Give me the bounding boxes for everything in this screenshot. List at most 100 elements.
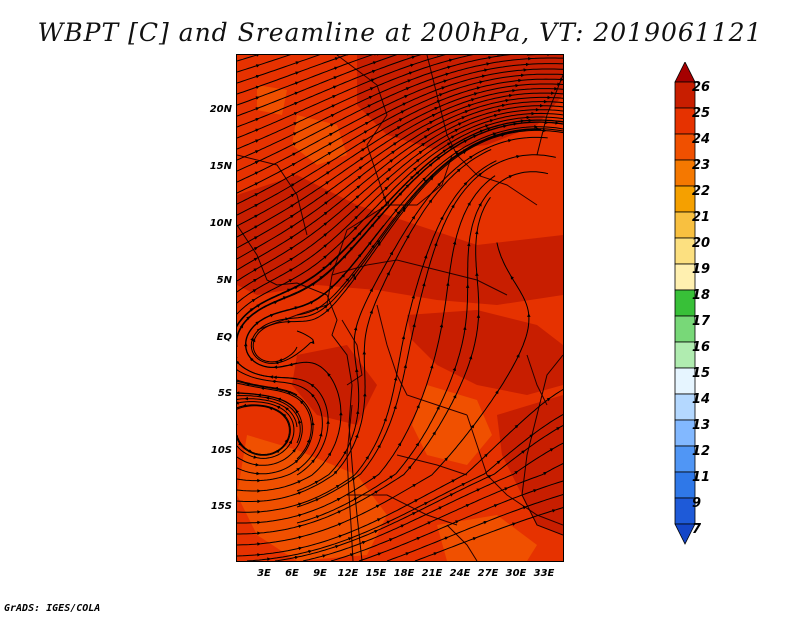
streamline-arrow	[278, 358, 283, 362]
streamline-arrow	[298, 419, 302, 424]
streamline-arrow	[282, 296, 287, 300]
streamline-arrow	[387, 167, 392, 172]
streamline-arrow	[257, 553, 261, 557]
streamline-arrow	[495, 390, 499, 395]
streamline-arrow	[366, 113, 371, 117]
streamline-arrow	[329, 132, 334, 137]
colorbar-label: 24	[692, 132, 711, 147]
streamline	[296, 128, 563, 316]
streamline-arrow	[349, 553, 354, 557]
streamline-arrow	[422, 177, 426, 181]
streamline-arrow	[416, 158, 420, 163]
streamline-arrow	[246, 316, 250, 320]
streamline-arrow	[249, 357, 254, 362]
streamline-arrow	[452, 367, 456, 371]
streamline-arrow	[483, 521, 488, 525]
streamline-arrow	[254, 204, 259, 208]
streamline-arrow	[254, 182, 259, 186]
streamline	[237, 405, 290, 456]
streamline-arrow	[391, 150, 396, 155]
streamline-arrow	[462, 150, 467, 155]
streamline-arrow	[282, 413, 287, 418]
credit-text: GrADS: IGES/COLA	[4, 603, 101, 614]
streamline-arrow	[294, 102, 299, 106]
streamline-arrow	[298, 524, 303, 528]
streamline-arrow	[464, 110, 469, 114]
streamline-arrow	[294, 306, 299, 310]
colorbar-arrow-bottom	[674, 523, 696, 545]
streamline-arrow	[374, 55, 376, 56]
colorbar-label: 16	[692, 340, 711, 355]
streamline-arrow	[315, 307, 320, 311]
streamline-arrow	[363, 392, 367, 397]
streamline-arrow	[429, 174, 434, 179]
streamline-arrow	[351, 477, 356, 481]
streamline-arrow	[339, 411, 343, 416]
streamline-arrow	[533, 489, 538, 493]
streamline-arrow	[256, 304, 261, 308]
lon-label: 3E	[257, 568, 271, 579]
streamline-arrow	[493, 134, 498, 138]
streamline-arrow	[475, 272, 479, 276]
streamline-arrow	[237, 391, 240, 395]
streamline-arrow	[341, 273, 346, 278]
streamline-arrow	[252, 289, 257, 293]
streamline-arrow	[289, 246, 294, 251]
streamline-arrow	[444, 457, 448, 461]
streamline-arrow	[429, 176, 434, 181]
streamline	[237, 401, 295, 459]
streamline	[330, 463, 563, 561]
streamline-arrow	[293, 122, 298, 126]
streamline-arrow	[416, 404, 420, 409]
streamline	[237, 379, 298, 396]
streamline-arrow	[287, 320, 292, 324]
streamline-arrow	[356, 185, 361, 189]
streamline-arrow	[394, 208, 398, 213]
streamline-arrow	[371, 69, 376, 74]
streamline-arrow	[257, 478, 261, 483]
streamline-arrow	[311, 393, 315, 398]
streamline-arrow	[410, 175, 414, 180]
streamline-arrow	[487, 475, 492, 479]
streamline-arrow	[376, 239, 381, 244]
streamline-arrow	[257, 499, 261, 504]
streamline-arrow	[314, 480, 319, 485]
streamline-arrow	[510, 275, 514, 280]
streamline-arrow	[253, 278, 258, 283]
streamline-arrow	[492, 132, 497, 136]
streamline-arrow	[323, 304, 328, 309]
streamline-arrow	[260, 386, 265, 390]
streamline-arrow	[400, 110, 405, 114]
streamline-arrow	[554, 87, 558, 91]
streamline-arrow	[357, 175, 362, 180]
streamline-arrow	[374, 490, 379, 494]
streamline-arrow	[467, 242, 471, 247]
streamline-arrow	[291, 163, 296, 167]
streamline-arrow	[389, 251, 393, 256]
streamline-arrow	[413, 167, 418, 171]
streamline-arrow	[349, 246, 354, 251]
streamline-arrow	[439, 323, 444, 328]
streamline-arrow	[512, 522, 517, 526]
lat-label: 5S	[217, 388, 232, 399]
streamline-arrow	[255, 139, 260, 143]
streamline-arrow	[476, 314, 481, 318]
streamline	[237, 380, 314, 475]
streamline-arrow	[458, 122, 462, 126]
streamline-arrow	[555, 121, 560, 125]
streamline-arrow	[438, 506, 443, 510]
streamline-arrow	[254, 161, 259, 165]
streamline-arrow	[368, 96, 373, 100]
lon-label: 24E	[449, 568, 471, 579]
streamline	[237, 55, 373, 106]
streamline	[237, 55, 511, 161]
streamline-arrow	[521, 450, 526, 454]
streamline-arrow	[274, 361, 279, 365]
streamline-arrow	[447, 142, 451, 146]
streamline-arrow	[520, 119, 525, 123]
streamline-arrow	[315, 498, 320, 502]
streamline-arrow	[311, 282, 316, 287]
streamline	[237, 121, 563, 347]
streamline	[237, 55, 398, 117]
colorbar-label: 18	[692, 288, 711, 303]
